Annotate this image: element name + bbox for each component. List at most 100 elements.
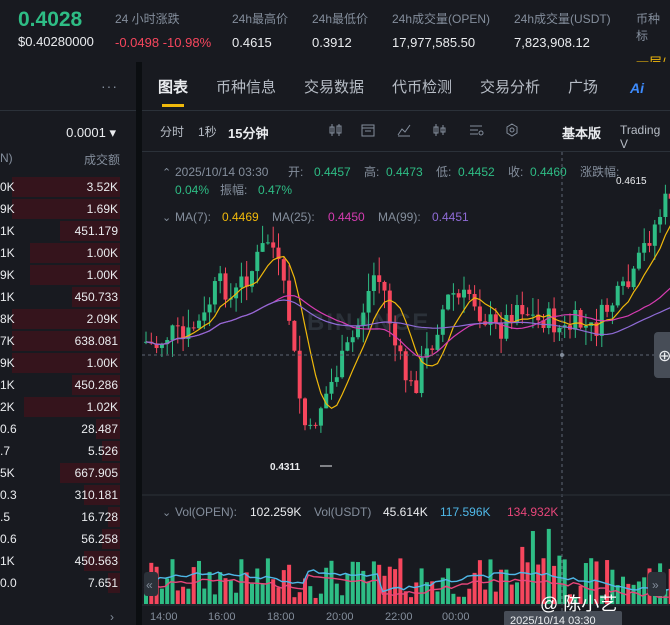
ma-collapse-icon[interactable]: ⌄	[162, 212, 171, 224]
candle-body	[488, 314, 493, 325]
depth-bar	[30, 243, 120, 263]
volume-bar	[578, 585, 583, 604]
tab-chart[interactable]: 图表	[158, 79, 189, 96]
candle-body	[583, 325, 588, 328]
plus-icon[interactable]: ⊕	[658, 348, 670, 365]
high-marker: 0.4615	[616, 176, 647, 187]
chevron-left-icon[interactable]: «	[146, 578, 153, 592]
orderbook-row[interactable]: 0.0 7.651	[0, 572, 130, 594]
tab-trade-data[interactable]: 交易数据	[304, 79, 365, 96]
vol-usdt-value: 45.614K	[383, 505, 428, 519]
candle-body	[250, 271, 254, 287]
orderbook-row[interactable]: 7K 638.081	[0, 330, 130, 352]
basic-version-toggle[interactable]: 基本版	[562, 126, 602, 141]
candle-body	[175, 325, 180, 327]
volume-bar	[144, 588, 148, 604]
vol-collapse-icon[interactable]: ⌄	[162, 507, 171, 519]
orderbook-row[interactable]: 8K 2.09K	[0, 308, 130, 330]
volume-bar	[186, 588, 191, 604]
candle-body	[610, 305, 615, 312]
candle-body	[371, 275, 376, 292]
orderbook-row[interactable]: 1K 450.733	[0, 286, 130, 308]
tab-token-check[interactable]: 代币检测	[392, 79, 453, 96]
depth-bar	[12, 353, 120, 373]
stat-24h-vol-usdt: 24h成交量(USDT) 7,823,908.12	[514, 12, 611, 50]
candle-body	[393, 323, 398, 346]
orderbook-row[interactable]: 0.6 28.487	[0, 418, 130, 440]
vol-ma2-value: 134.932K	[507, 505, 558, 519]
candle-body	[626, 281, 631, 288]
orderbook-row[interactable]: 1K 450.563	[0, 550, 130, 572]
tab-trade-analysis[interactable]: 交易分析	[480, 79, 541, 96]
hexagon-settings-icon[interactable]	[504, 122, 520, 138]
row-amount: 0.0	[0, 576, 17, 590]
precision-select[interactable]: 0.0001 ▾	[66, 125, 116, 140]
orderbook-row[interactable]: 9K 1.69K	[0, 198, 130, 220]
volume-bar	[350, 561, 355, 604]
ohlc-chg-label: 涨跌幅:	[580, 164, 619, 179]
ai-icon[interactable]: Ai	[630, 80, 644, 96]
volume-bar	[499, 569, 504, 604]
orderbook-row[interactable]: .7 5.526	[0, 440, 130, 462]
orderbook-row[interactable]: 9K 1.00K	[0, 264, 130, 286]
stat-24h-high: 24h最高价 0.4615	[232, 12, 289, 50]
row-amount: 1K	[0, 554, 15, 568]
volume-bar	[493, 591, 498, 604]
scroll-right-button[interactable]	[648, 572, 666, 596]
settings-list-icon[interactable]	[468, 122, 484, 138]
candle-body	[594, 322, 599, 336]
volume-bar	[371, 561, 376, 604]
chevron-right-icon[interactable]: ›	[110, 610, 114, 624]
row-amount: 1K	[0, 246, 15, 260]
tab-coin-info[interactable]: 币种信息	[216, 79, 277, 96]
candle-body	[303, 398, 307, 426]
candle-body	[456, 293, 461, 298]
volume-bar	[430, 581, 435, 604]
candle-body	[414, 380, 419, 394]
candle-body	[265, 242, 270, 244]
scroll-left-button[interactable]	[144, 572, 158, 596]
more-icon[interactable]: ···	[101, 78, 118, 94]
row-amount: .5	[0, 510, 11, 524]
row-total: 450.733	[74, 290, 118, 304]
row-amount: .7	[0, 444, 11, 458]
collapse-icon[interactable]: ⌃	[162, 167, 171, 179]
orderbook-row[interactable]: 0.6 56.258	[0, 528, 130, 550]
row-amount: 0.6	[0, 422, 17, 436]
tab-square[interactable]: 广场	[568, 79, 599, 96]
tradingview-toggle[interactable]: Trading V	[620, 123, 661, 151]
candle-body	[477, 306, 482, 322]
crosshair-dot	[560, 353, 564, 357]
add-price-line-button[interactable]	[654, 332, 670, 378]
ma7-line	[145, 225, 670, 410]
row-amount: 0.3	[0, 488, 17, 502]
candle-body	[424, 348, 429, 358]
candle-body	[621, 281, 625, 286]
volume-bar	[398, 558, 403, 604]
orderbook-row[interactable]: 1K 450.286	[0, 374, 130, 396]
orderbook-row[interactable]: 1K 1.00K	[0, 242, 130, 264]
orderbook-row[interactable]: 1K 451.179	[0, 220, 130, 242]
calendar-icon[interactable]	[360, 122, 376, 138]
volume-bar	[462, 596, 466, 604]
interval-1s[interactable]: 1秒	[198, 125, 217, 139]
vol-open-value: 102.259K	[250, 505, 301, 519]
orderbook-row[interactable]: 5K 667.905	[0, 462, 130, 484]
indicator-icon[interactable]	[396, 122, 412, 138]
orderbook-row[interactable]: 9K 1.00K	[0, 352, 130, 374]
vol-ma2-line	[143, 574, 669, 598]
interval-15m[interactable]: 15分钟	[228, 126, 269, 141]
candle-settings-icon[interactable]	[328, 122, 344, 138]
candlestick-chart[interactable]: ⌃ 2025/10/14 03:30 开: 0.4457 高: 0.4473 低…	[142, 152, 670, 625]
orderbook-row[interactable]: 0K 3.52K	[0, 176, 130, 198]
volume-bar	[197, 560, 201, 604]
orderbook-row[interactable]: 0.3 310.181	[0, 484, 130, 506]
compare-icon[interactable]	[432, 122, 448, 138]
ohlc-amp: 0.47%	[258, 183, 292, 197]
interval-timeline[interactable]: 分时	[160, 125, 185, 139]
orderbook-row[interactable]: 2K 1.02K	[0, 396, 130, 418]
candle-body	[334, 377, 339, 382]
chevron-right-double-icon[interactable]: »	[652, 578, 659, 592]
volume-bar	[504, 569, 509, 604]
orderbook-row[interactable]: .5 16.728	[0, 506, 130, 528]
